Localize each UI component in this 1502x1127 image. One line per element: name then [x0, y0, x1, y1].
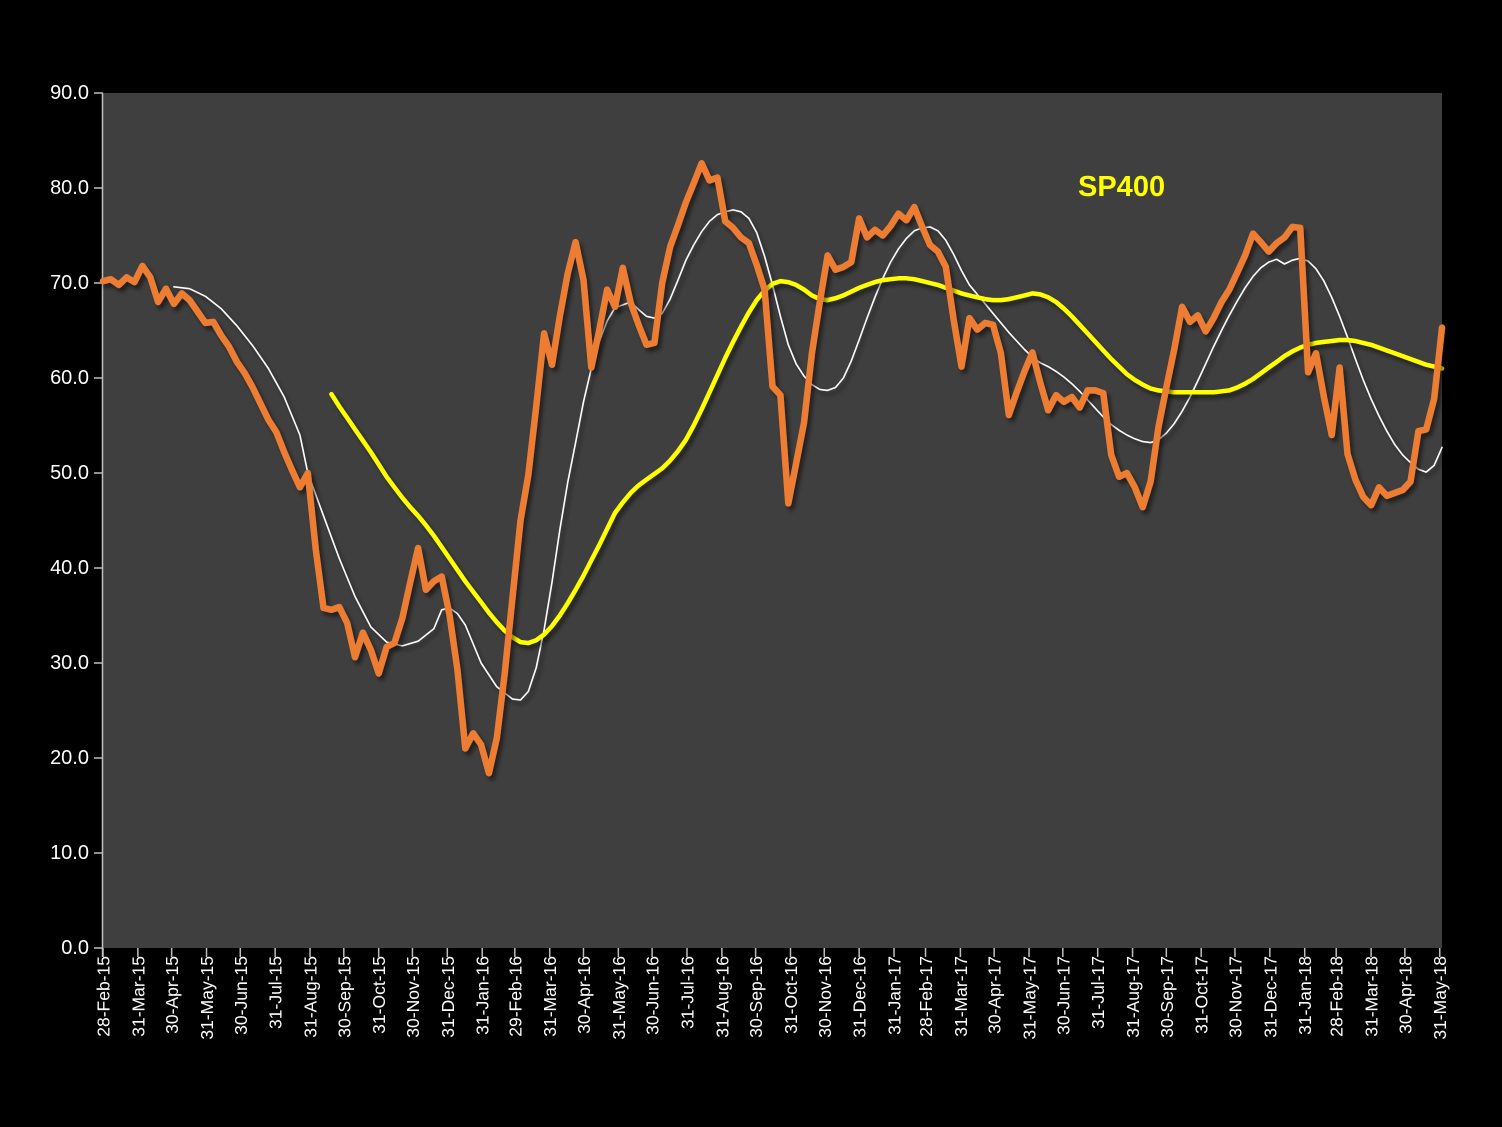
x-tick-label: 28-Feb-15 [94, 956, 114, 1037]
x-tick-label: 30-Sep-17 [1157, 956, 1177, 1038]
y-tick-label: 40.0 [50, 557, 89, 579]
y-tick-label: 30.0 [50, 652, 89, 674]
x-tick-label: 30-Jun-16 [643, 956, 663, 1035]
x-tick-label: 31-Aug-17 [1123, 956, 1143, 1038]
y-tick-label: 90.0 [50, 82, 89, 104]
thin-white-smoothed-line [173, 209, 1443, 701]
x-tick-label: 30-Sep-15 [334, 956, 354, 1038]
x-tick-label: 30-Jun-17 [1053, 956, 1073, 1035]
x-tick-label: 31-Aug-15 [301, 956, 321, 1038]
x-tick-label: 28-Feb-18 [1327, 956, 1347, 1037]
x-tick-label: 31-Jul-16 [677, 956, 697, 1029]
x-axis-labels: 28-Feb-15 31-Mar-15 30-Apr-15 31-May-15 30-J… [94, 956, 1451, 1040]
x-tick-label: 30-Jun-15 [231, 956, 251, 1035]
x-tick-label: 31-Jan-16 [473, 956, 493, 1035]
x-tick-label: 30-Nov-15 [403, 956, 423, 1038]
y-tick-label: 70.0 [50, 272, 89, 294]
x-tick-label: 31-Jan-17 [885, 956, 905, 1035]
x-tick-label: 31-Aug-16 [712, 956, 732, 1038]
x-tick-label: 28-Feb-17 [916, 956, 936, 1037]
x-tick-label: 31-Mar-18 [1362, 956, 1382, 1037]
x-tick-label: 31-Oct-15 [369, 956, 389, 1034]
x-tick-label: 31-Jul-17 [1088, 956, 1108, 1029]
x-tick-label: 31-Dec-15 [438, 956, 458, 1038]
y-tick-label: 0.0 [61, 937, 89, 959]
x-tick-label: 31-May-18 [1430, 956, 1450, 1040]
x-tick-label: 30-Sep-16 [746, 956, 766, 1038]
x-tick-label: 31-Dec-17 [1260, 956, 1280, 1038]
x-tick-label: 31-May-16 [609, 956, 629, 1040]
y-tick-label: 60.0 [50, 367, 89, 389]
x-tick-label: 30-Apr-15 [162, 956, 182, 1034]
x-tick-label: 30-Apr-18 [1395, 956, 1415, 1034]
y-tick-label: 50.0 [50, 462, 89, 484]
x-tick-label: 31-Dec-16 [850, 956, 870, 1038]
x-tick-label: 30-Apr-17 [985, 956, 1005, 1034]
x-tick-label: 31-Oct-17 [1192, 956, 1212, 1034]
y-tick-label: 10.0 [50, 842, 89, 864]
y-axis-labels: 0.0 10.0 20.0 30.0 40.0 50.0 60.0 70.0 80.0 90.0 [50, 82, 89, 959]
x-tick-label: 31-May-15 [197, 956, 217, 1040]
x-tick-label: 31-Oct-16 [781, 956, 801, 1034]
x-tick-label: 31-Jul-15 [266, 956, 286, 1029]
series-lines [99, 160, 1446, 777]
series-label-sp400: SP400 [1078, 171, 1165, 203]
axes [94, 92, 1441, 957]
x-tick-label: 30-Nov-17 [1225, 956, 1245, 1038]
x-tick-label: 31-Mar-17 [951, 956, 971, 1037]
yellow-sp400-slow-line [329, 276, 1445, 646]
plot-area [103, 93, 1442, 948]
x-tick-label: 29-Feb-16 [505, 956, 525, 1037]
orange-weekly-indicator-line [99, 160, 1446, 777]
x-tick-label: 30-Nov-16 [815, 956, 835, 1038]
x-tick-label: 31-Jan-18 [1295, 956, 1315, 1035]
x-tick-label: 31-Mar-16 [540, 956, 560, 1037]
y-tick-label: 80.0 [50, 177, 89, 199]
x-tick-label: 31-May-17 [1020, 956, 1040, 1040]
x-tick-label: 30-Apr-16 [574, 956, 594, 1034]
y-tick-label: 20.0 [50, 747, 89, 769]
x-tick-label: 31-Mar-15 [128, 956, 148, 1037]
